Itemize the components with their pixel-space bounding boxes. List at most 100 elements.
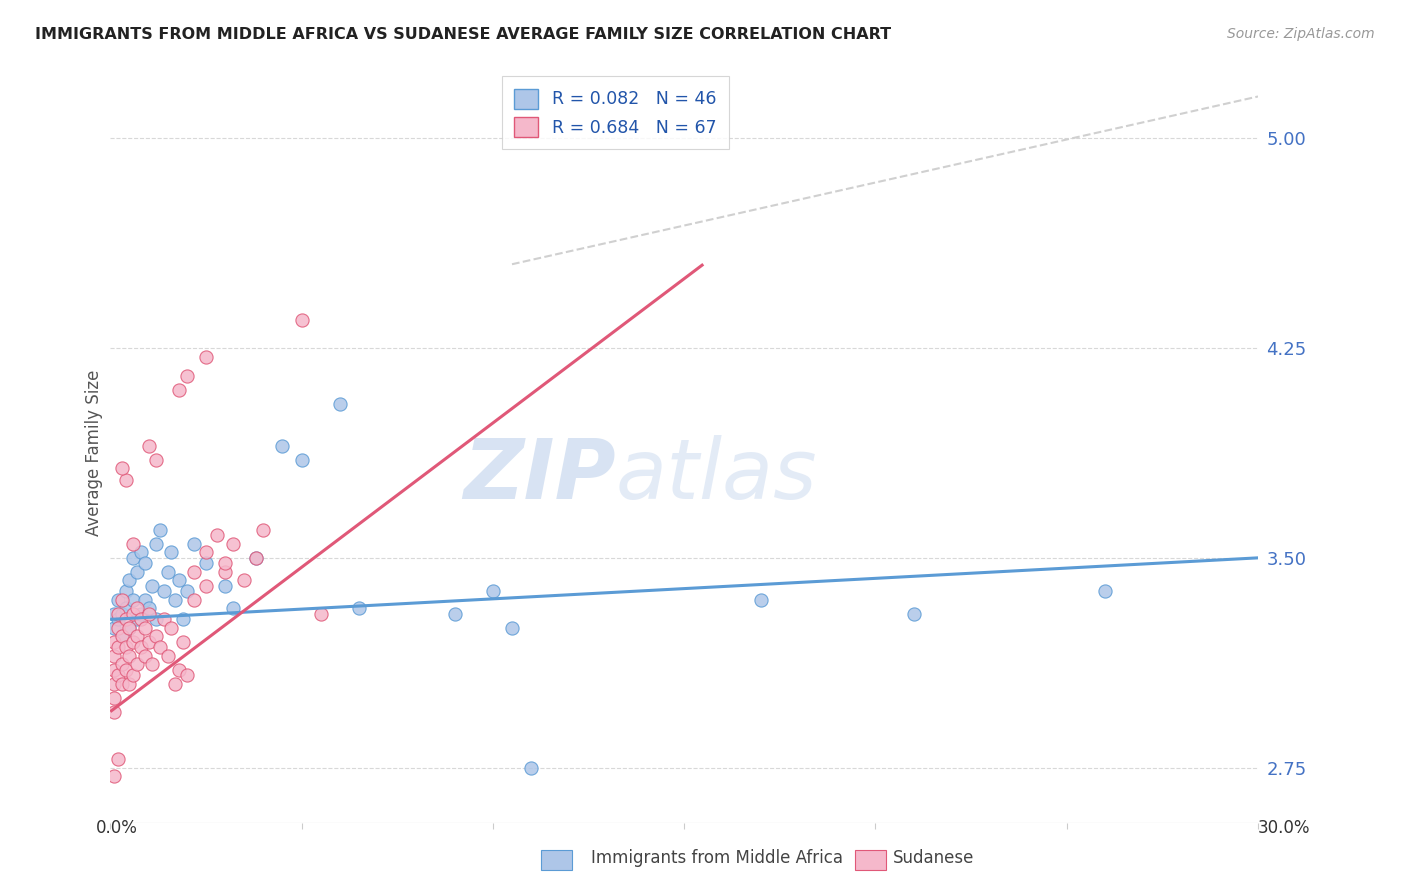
Point <box>207 528 229 542</box>
Point <box>176 668 198 682</box>
Point <box>141 579 163 593</box>
Point <box>111 676 134 690</box>
Point <box>125 657 148 672</box>
Point <box>903 607 925 621</box>
Point <box>118 676 141 690</box>
Point <box>129 640 152 655</box>
Point <box>138 607 160 621</box>
Point <box>111 629 134 643</box>
Point <box>114 640 136 655</box>
Point <box>309 607 332 621</box>
Text: IMMIGRANTS FROM MIDDLE AFRICA VS SUDANESE AVERAGE FAMILY SIZE CORRELATION CHART: IMMIGRANTS FROM MIDDLE AFRICA VS SUDANES… <box>35 27 891 42</box>
Point <box>347 601 370 615</box>
Point <box>118 648 141 663</box>
Point <box>145 629 167 643</box>
Point <box>194 579 217 593</box>
Point <box>111 592 134 607</box>
Point <box>520 760 543 774</box>
Point <box>149 640 172 655</box>
Point <box>107 612 129 626</box>
Point <box>443 607 465 621</box>
Point <box>172 612 194 626</box>
Point <box>122 592 145 607</box>
Point <box>329 397 352 411</box>
Text: 0.0%: 0.0% <box>96 819 138 837</box>
Point <box>194 350 217 364</box>
Point <box>156 648 179 663</box>
Point <box>501 621 523 635</box>
Point <box>176 584 198 599</box>
Point <box>167 663 190 677</box>
Point <box>145 453 167 467</box>
Point <box>145 537 167 551</box>
Point <box>103 769 125 783</box>
Point <box>122 668 145 682</box>
Point <box>153 584 176 599</box>
Text: atlas: atlas <box>616 434 817 516</box>
Point <box>290 313 312 327</box>
Point <box>103 705 125 719</box>
Point <box>134 592 156 607</box>
Point <box>156 565 179 579</box>
Point <box>118 621 141 635</box>
Point <box>138 634 160 648</box>
Text: 30.0%: 30.0% <box>1258 819 1310 837</box>
Point <box>114 584 136 599</box>
Text: ZIP: ZIP <box>463 434 616 516</box>
Point <box>271 439 294 453</box>
Point <box>103 676 125 690</box>
Point <box>222 601 245 615</box>
Point <box>153 612 176 626</box>
Point <box>111 657 134 672</box>
Point <box>125 565 148 579</box>
Point <box>107 607 129 621</box>
Point <box>214 565 236 579</box>
Point <box>134 648 156 663</box>
Point <box>103 663 125 677</box>
Point <box>107 621 129 635</box>
Point <box>114 612 136 626</box>
Point <box>125 612 148 626</box>
Point <box>172 634 194 648</box>
Point <box>129 545 152 559</box>
Point <box>103 634 125 648</box>
Point <box>107 592 129 607</box>
Point <box>222 537 245 551</box>
Legend: R = 0.082   N = 46, R = 0.684   N = 67: R = 0.082 N = 46, R = 0.684 N = 67 <box>502 77 728 150</box>
Text: Immigrants from Middle Africa: Immigrants from Middle Africa <box>591 849 842 867</box>
Point <box>290 453 312 467</box>
Point <box>114 601 136 615</box>
Point <box>111 461 134 475</box>
Point <box>134 621 156 635</box>
Point <box>134 557 156 571</box>
Point <box>482 584 505 599</box>
Point <box>103 648 125 663</box>
Point <box>167 573 190 587</box>
Point <box>252 523 274 537</box>
Point <box>176 369 198 384</box>
Point <box>129 607 152 621</box>
Point <box>122 634 145 648</box>
Point <box>160 545 183 559</box>
Point <box>194 557 217 571</box>
Point <box>141 657 163 672</box>
Point <box>122 550 145 565</box>
Point <box>1094 584 1116 599</box>
Text: Source: ZipAtlas.com: Source: ZipAtlas.com <box>1227 27 1375 41</box>
Point <box>114 663 136 677</box>
Point <box>125 601 148 615</box>
Point <box>129 612 152 626</box>
Point <box>245 550 267 565</box>
Point <box>214 579 236 593</box>
Point <box>111 629 134 643</box>
Point <box>165 592 187 607</box>
Point <box>103 690 125 705</box>
Point <box>183 592 205 607</box>
Point <box>194 545 217 559</box>
Point <box>245 550 267 565</box>
Point <box>160 621 183 635</box>
Point <box>138 601 160 615</box>
Point <box>749 592 772 607</box>
Point <box>107 640 129 655</box>
Point <box>122 537 145 551</box>
